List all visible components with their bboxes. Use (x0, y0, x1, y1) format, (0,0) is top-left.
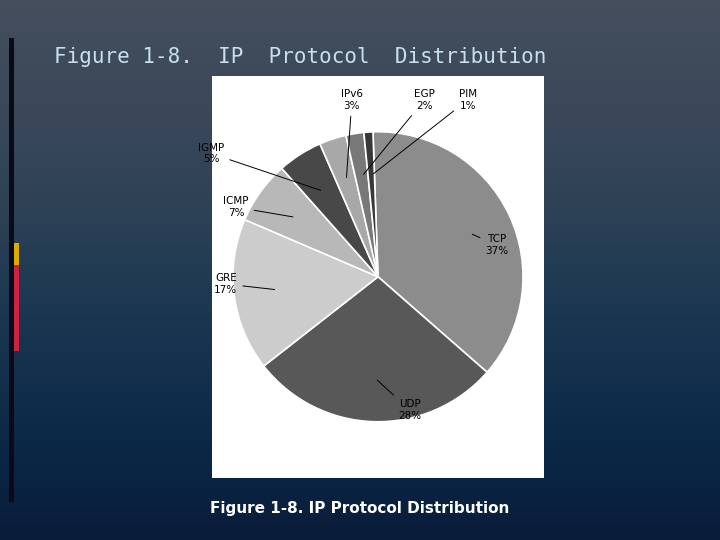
Bar (9, 38, 14, 502)
Wedge shape (264, 276, 487, 422)
Wedge shape (320, 136, 378, 276)
Text: UDP
28%: UDP 28% (377, 380, 421, 421)
Bar (212, 76, 544, 478)
Text: Figure 1-8. IP Protocol Distribution: Figure 1-8. IP Protocol Distribution (210, 501, 510, 516)
Text: IGMP
5%: IGMP 5% (198, 143, 320, 191)
Bar (14, 243, 19, 265)
Wedge shape (364, 132, 378, 276)
Text: EGP
2%: EGP 2% (364, 89, 435, 174)
Wedge shape (282, 144, 378, 276)
Text: ICMP
7%: ICMP 7% (223, 197, 293, 218)
Wedge shape (233, 220, 378, 366)
Text: PIM
1%: PIM 1% (374, 89, 477, 174)
Text: TCP
37%: TCP 37% (472, 234, 508, 255)
Wedge shape (346, 132, 378, 276)
Text: Figure 1-8.  IP  Protocol  Distribution: Figure 1-8. IP Protocol Distribution (54, 46, 546, 67)
Bar (14, 265, 19, 351)
Text: GRE
17%: GRE 17% (214, 273, 274, 295)
Wedge shape (245, 168, 378, 276)
Wedge shape (373, 132, 523, 372)
Text: IPv6
3%: IPv6 3% (341, 89, 363, 178)
